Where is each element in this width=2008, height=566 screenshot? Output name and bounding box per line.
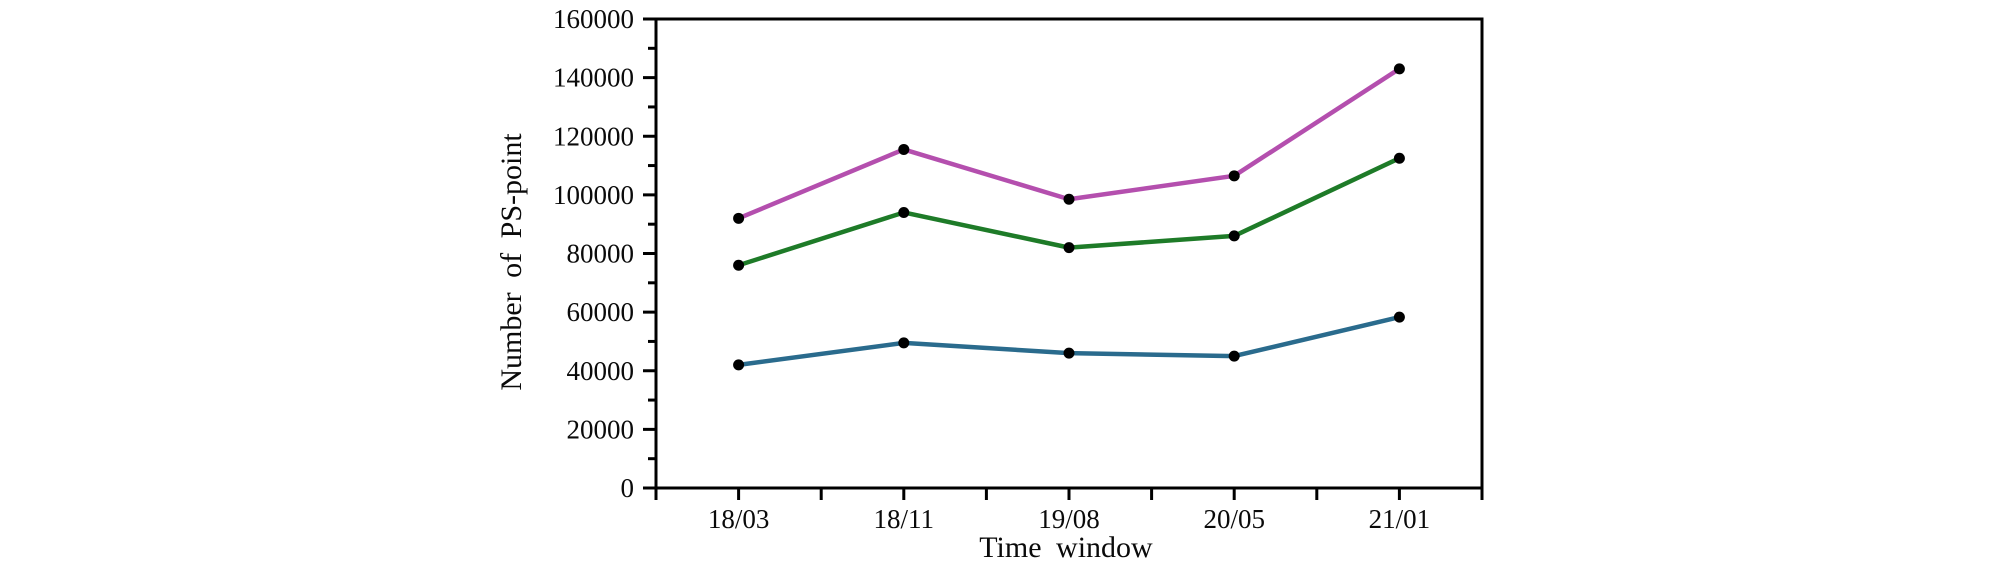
y-tick-label: 60000 xyxy=(567,297,635,327)
series-blue-marker xyxy=(1063,347,1075,359)
series-green-marker xyxy=(1063,242,1075,254)
series-green-marker xyxy=(733,259,745,271)
y-tick-label: 120000 xyxy=(553,121,634,151)
x-tick-label: 18/11 xyxy=(874,504,935,534)
series-green-marker xyxy=(898,206,910,218)
y-tick-label: 20000 xyxy=(567,414,635,444)
y-tick-label: 40000 xyxy=(567,356,635,386)
series-green-marker xyxy=(1393,152,1405,164)
series-blue-marker xyxy=(733,359,745,371)
y-tick-label: 0 xyxy=(621,473,635,503)
x-tick-label: 18/03 xyxy=(708,504,770,534)
x-tick-label: 20/05 xyxy=(1203,504,1265,534)
series-blue-marker xyxy=(1228,350,1240,362)
series-blue-marker xyxy=(898,337,910,349)
y-tick-label: 140000 xyxy=(553,63,634,93)
series-magenta-marker xyxy=(1228,170,1240,182)
y-tick-label: 80000 xyxy=(567,239,635,269)
x-axis-title: Time window xyxy=(979,531,1153,564)
x-tick-label: 19/08 xyxy=(1038,504,1100,534)
y-tick-label: 100000 xyxy=(553,180,634,210)
series-magenta-marker xyxy=(733,212,745,224)
series-green-marker xyxy=(1228,230,1240,242)
series-blue-marker xyxy=(1393,311,1405,323)
series-magenta-marker xyxy=(1063,193,1075,205)
series-magenta-marker xyxy=(898,143,910,155)
series-magenta-marker xyxy=(1393,63,1405,75)
x-tick-label: 21/01 xyxy=(1369,504,1431,534)
y-tick-label: 160000 xyxy=(553,4,634,34)
